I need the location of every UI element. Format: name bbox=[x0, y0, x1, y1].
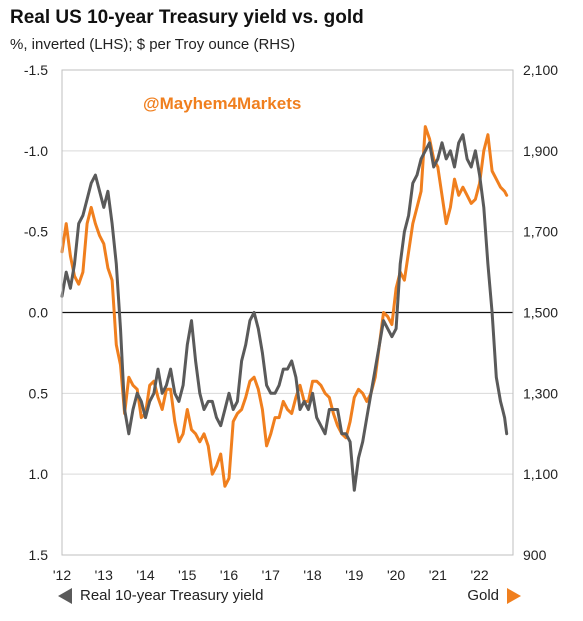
plot-frame bbox=[61, 69, 514, 556]
right-axis-ticks: 2,100 1,900 1,700 1,500 1,300 1,100 900 bbox=[523, 62, 558, 563]
x-tick-label: '12 bbox=[53, 567, 71, 583]
left-tick-label: 0.0 bbox=[29, 305, 49, 321]
right-tick-label: 1,700 bbox=[523, 224, 558, 240]
chart-subtitle: %, inverted (LHS); $ per Troy ounce (RHS… bbox=[10, 36, 296, 53]
left-tick-label: -0.5 bbox=[24, 224, 48, 240]
right-tick-label: 1,300 bbox=[523, 385, 558, 401]
right-tick-label: 1,100 bbox=[523, 466, 558, 482]
left-triangle-icon bbox=[58, 587, 72, 604]
x-tick-label: '19 bbox=[345, 567, 363, 583]
x-tick-label: '21 bbox=[429, 567, 447, 583]
x-tick-label: '17 bbox=[262, 567, 280, 583]
right-tick-label: 1,500 bbox=[523, 305, 558, 321]
right-tick-label: 900 bbox=[523, 547, 547, 563]
left-tick-label: -1.5 bbox=[24, 62, 48, 78]
left-tick-label: -1.0 bbox=[24, 143, 48, 159]
series-line-gold bbox=[60, 125, 509, 488]
legend-yield-label: Real 10-year Treasury yield bbox=[80, 587, 264, 604]
x-tick-label: '20 bbox=[387, 567, 405, 583]
legend-yield: Real 10-year Treasury yield bbox=[58, 587, 263, 604]
watermark-text: @Mayhem4Markets bbox=[143, 94, 301, 113]
x-axis-ticks: '12 '13 '14 '15 '16 '17 '18 '19 '20 '21 '22 bbox=[53, 567, 489, 583]
series-layer bbox=[60, 125, 509, 492]
right-triangle-icon bbox=[507, 587, 521, 604]
legend-gold: Gold bbox=[467, 587, 521, 604]
x-tick-label: '16 bbox=[220, 567, 238, 583]
x-tick-label: '18 bbox=[303, 567, 321, 583]
right-tick-label: 2,100 bbox=[523, 62, 558, 78]
chart-title: Real US 10-year Treasury yield vs. gold bbox=[10, 7, 364, 28]
left-tick-label: 1.0 bbox=[29, 466, 49, 482]
x-tick-label: '22 bbox=[470, 567, 488, 583]
x-tick-label: '13 bbox=[95, 567, 113, 583]
right-tick-label: 1,900 bbox=[523, 143, 558, 159]
series-line-yield bbox=[60, 133, 509, 492]
x-tick-label: '15 bbox=[178, 567, 196, 583]
legend-gold-label: Gold bbox=[467, 587, 499, 604]
left-tick-label: 1.5 bbox=[29, 547, 49, 563]
left-axis-ticks: -1.5 -1.0 -0.5 0.0 0.5 1.0 1.5 bbox=[24, 62, 48, 563]
left-tick-label: 0.5 bbox=[29, 385, 49, 401]
x-tick-label: '14 bbox=[136, 567, 154, 583]
